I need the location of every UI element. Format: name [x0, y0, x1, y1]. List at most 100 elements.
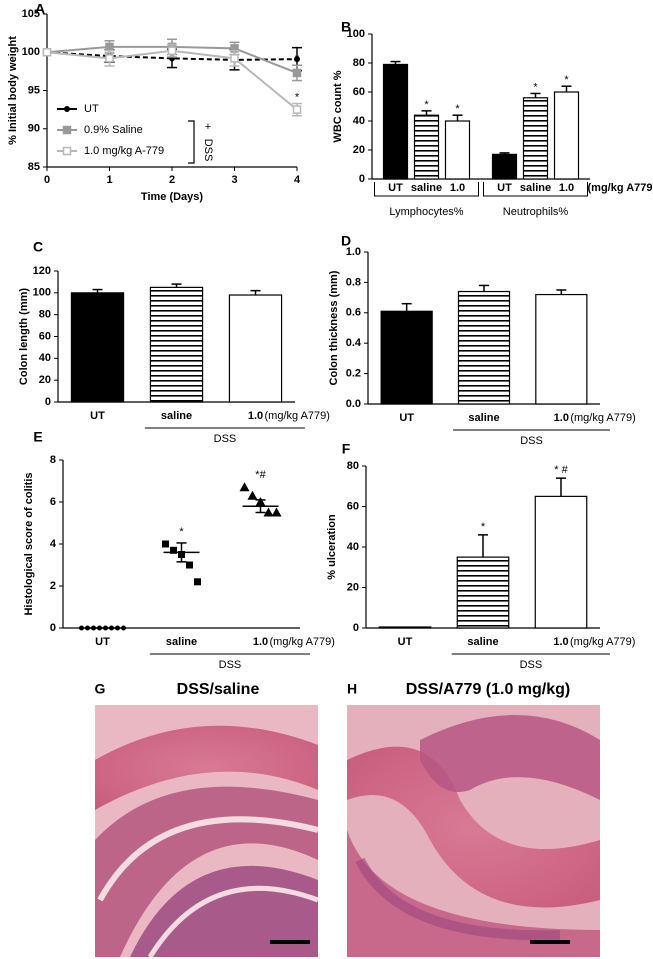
- panel-label: G: [95, 681, 106, 697]
- y-axis-label: Colon thickness (mm): [328, 270, 340, 385]
- panel-label: C: [33, 239, 43, 255]
- point: [186, 561, 193, 569]
- y-axis-label: WBC count %: [332, 70, 344, 142]
- bar: [413, 114, 440, 180]
- annotation: *: [424, 99, 429, 111]
- y-tick-label: 4: [50, 538, 57, 550]
- y-tick-label: 0.8: [346, 276, 361, 288]
- x-tick-label: UT: [90, 410, 105, 422]
- group-label: DSS: [520, 435, 543, 447]
- x-tick-label: 4: [294, 174, 301, 186]
- x-tick-label: saline: [166, 636, 197, 648]
- bracket-label: DSS: [202, 139, 214, 162]
- annotation: *: [295, 53, 300, 65]
- bar: [553, 91, 580, 180]
- annotation: * #: [554, 464, 568, 476]
- y-tick-label: 100: [347, 28, 365, 40]
- bar: [228, 294, 283, 403]
- y-tick-label: 105: [22, 8, 40, 20]
- y-axis-label: Colon length (mm): [18, 288, 30, 385]
- group-label: Neutrophils%: [503, 206, 569, 218]
- unit-label: (mg/kg A779): [570, 412, 635, 424]
- x-tick-label: 1: [106, 174, 112, 186]
- bar: [457, 290, 511, 405]
- x-axis-label: Time (Days): [141, 191, 203, 203]
- bracket-sign: +: [205, 121, 211, 133]
- point: [271, 507, 282, 517]
- point: [42, 48, 52, 57]
- unit-label: (mg/kg A779): [570, 636, 635, 648]
- group-label: DSS: [219, 659, 242, 671]
- x-tick-label: saline: [468, 412, 499, 424]
- y-tick-label: 40: [353, 115, 365, 127]
- y-tick-label: 20: [39, 374, 51, 386]
- y-tick-label: 2: [50, 580, 56, 592]
- point: [230, 54, 239, 63]
- y-tick-label: 0: [359, 173, 365, 185]
- y-tick-label: 20: [347, 581, 359, 593]
- point: [247, 490, 258, 500]
- point: [292, 105, 302, 114]
- y-tick-label: 60: [347, 500, 359, 512]
- bar-label: 1.0: [559, 182, 574, 194]
- y-tick-label: 60: [39, 330, 51, 342]
- bar-label: UT: [497, 182, 512, 194]
- x-tick-label: UT: [399, 412, 414, 424]
- y-tick-label: 0.0: [346, 398, 361, 410]
- x-tick-label: UT: [398, 636, 413, 648]
- bar: [70, 292, 125, 403]
- bar: [534, 495, 588, 629]
- y-tick-label: 80: [39, 309, 51, 321]
- point: [162, 540, 169, 548]
- y-tick-label: 95: [28, 84, 40, 96]
- annotation: *: [455, 103, 460, 115]
- unit-label: (mg/kg A779): [265, 410, 330, 422]
- y-tick-label: 80: [347, 460, 359, 472]
- y-tick-label: 6: [50, 496, 56, 508]
- bar-label: saline: [411, 182, 442, 194]
- y-tick-label: 8: [50, 454, 56, 466]
- legend-marker: [64, 106, 70, 112]
- histology-image: [95, 705, 318, 957]
- bar: [456, 556, 510, 629]
- bracket: [188, 120, 195, 164]
- unit-label: (mg/kg A779): [270, 636, 335, 648]
- panel-label: A: [35, 1, 45, 17]
- point: [105, 42, 114, 52]
- point: [194, 578, 201, 586]
- y-tick-label: 100: [22, 46, 40, 58]
- x-tick-label: saline: [467, 636, 498, 648]
- group-bracket: [483, 182, 588, 197]
- point: [121, 625, 126, 631]
- y-axis-label: % ulceration: [326, 514, 338, 580]
- unit-label: (mg/kg A779): [588, 182, 653, 194]
- legend-label: UT: [84, 103, 99, 115]
- histology-image: [347, 705, 600, 957]
- panel-label: D: [341, 233, 351, 249]
- x-tick-label: 2: [169, 174, 175, 186]
- x-tick-label: 0: [44, 174, 50, 186]
- point: [292, 68, 302, 78]
- legend-marker: [62, 146, 72, 156]
- x-tick-label: UT: [95, 636, 110, 648]
- group-label: Lymphocytes%: [389, 206, 463, 218]
- annotation: *: [481, 521, 486, 533]
- annotation: *: [533, 81, 538, 93]
- annotation: *: [295, 91, 300, 103]
- point: [239, 482, 250, 492]
- group-bracket: [374, 182, 479, 197]
- y-tick-label: 100: [33, 287, 51, 299]
- y-tick-label: 20: [353, 144, 365, 156]
- y-tick-label: 0.6: [346, 307, 361, 319]
- bar-label: saline: [520, 182, 551, 194]
- group-label: DSS: [214, 433, 237, 445]
- y-tick-label: 0: [45, 396, 51, 408]
- bar-label: UT: [388, 182, 403, 194]
- panel-label: F: [342, 441, 351, 457]
- panel-label: E: [33, 429, 42, 445]
- y-tick-label: 80: [353, 57, 365, 69]
- point: [170, 546, 177, 554]
- legend-label: 1.0 mg/kg A-779: [84, 145, 164, 157]
- y-tick-label: 40: [39, 352, 51, 364]
